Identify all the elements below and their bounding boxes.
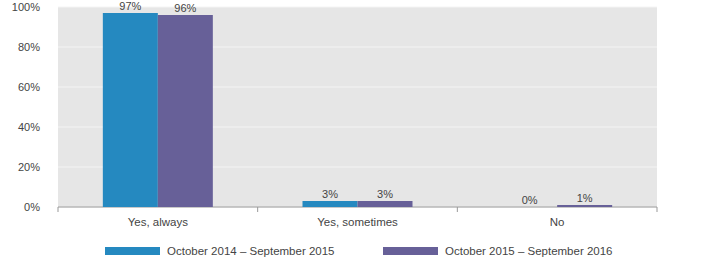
legend-swatch: [105, 247, 160, 255]
y-tick-label: 20%: [18, 161, 40, 173]
bars: [103, 13, 612, 207]
y-tick-label: 80%: [18, 41, 40, 53]
legend: October 2014 – September 2015 October 201…: [105, 245, 613, 257]
data-label: 1%: [577, 192, 593, 204]
data-label: 3%: [322, 188, 338, 200]
x-tick-label: No: [550, 216, 565, 228]
grid-line: [58, 7, 657, 8]
bar: [103, 13, 158, 207]
bar: [358, 201, 413, 207]
data-label: 0%: [522, 194, 538, 206]
legend-label: October 2015 – September 2016: [445, 245, 613, 257]
y-tick-label: 60%: [18, 81, 40, 93]
plot-area: [58, 7, 657, 207]
x-tick: [257, 207, 258, 212]
y-tick-label: 40%: [18, 121, 40, 133]
bar: [557, 205, 612, 207]
legend-swatch: [383, 247, 438, 255]
x-tick: [657, 207, 658, 212]
data-label: 3%: [377, 188, 393, 200]
bar: [502, 207, 557, 208]
bar: [303, 201, 358, 207]
x-tick: [58, 207, 59, 212]
y-tick-label: 0%: [24, 201, 40, 213]
x-tick-label: Yes, sometimes: [317, 216, 398, 228]
y-tick-label: 100%: [12, 1, 40, 13]
data-label: 97%: [119, 0, 141, 12]
data-label: 96%: [174, 2, 196, 14]
x-tick: [457, 207, 458, 212]
bar: [158, 15, 213, 207]
legend-label: October 2014 – September 2015: [167, 245, 335, 257]
chart: 0% 20% 40% 60% 80% 100% 97% 96% 3% 3% 0% 1% Yes, alw…: [0, 0, 715, 260]
x-tick-label: Yes, always: [128, 216, 189, 228]
data-labels: 97% 96% 3% 3% 0% 1%: [119, 0, 593, 206]
